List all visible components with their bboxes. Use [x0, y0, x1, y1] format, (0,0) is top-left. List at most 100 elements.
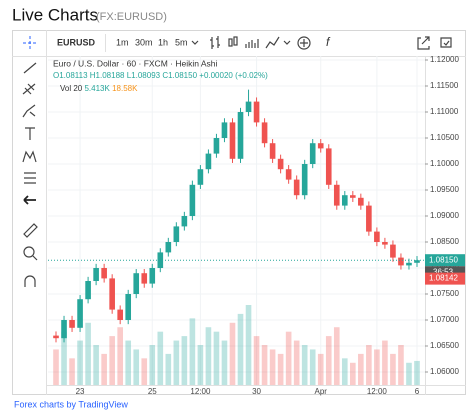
zoom-tool[interactable] [23, 246, 35, 258]
interval[interactable]: 5m [175, 37, 188, 47]
volume-bar [125, 340, 132, 385]
plot-area [48, 56, 425, 385]
candle-body [358, 197, 364, 206]
interval[interactable]: 1h [158, 37, 168, 47]
interval[interactable]: 1m [116, 37, 129, 47]
hollow-icon[interactable] [245, 39, 259, 48]
volume-bar [366, 345, 372, 385]
crosshair-tool[interactable] [23, 36, 37, 50]
candle-body [157, 252, 164, 269]
brush-tool[interactable] [22, 104, 36, 118]
volume-bar [382, 340, 388, 385]
candle-body [165, 242, 172, 253]
pattern-tool[interactable] [22, 150, 37, 163]
ohlc-high: H1.08188 [90, 71, 125, 80]
candle-body [414, 260, 420, 263]
volume-bar [205, 327, 212, 385]
candle-body [149, 268, 156, 284]
zoom-handle [32, 255, 38, 261]
fib-tool[interactable] [22, 83, 36, 95]
ohlc-legend: O1.08113 H1.08188 L1.08093 C1.08150 +0.0… [53, 71, 268, 80]
ruler-tool[interactable] [23, 223, 38, 238]
candle-body [221, 122, 228, 139]
candle-body [133, 273, 140, 295]
volume-name: Vol 20 [60, 84, 83, 93]
magnet-tool[interactable] [24, 275, 36, 287]
volume-bar [133, 349, 140, 385]
candles-icon [233, 36, 238, 46]
volume-bar [414, 360, 420, 385]
candle-body [390, 244, 396, 258]
volume-ma: 18.58K [112, 84, 138, 93]
volume-bar [341, 358, 348, 385]
symbol-button[interactable]: EURUSD [57, 37, 96, 47]
interval-dropdown[interactable] [191, 40, 199, 45]
candle-body [245, 101, 252, 113]
candle-body [350, 195, 356, 198]
volume-bar [117, 327, 123, 385]
bars-icon[interactable] [210, 36, 220, 49]
volume-bar [358, 353, 364, 385]
candle-body [301, 164, 308, 196]
y-tick-label: 1.09000 [430, 211, 459, 220]
style-dropdown[interactable] [283, 40, 291, 45]
page-title: Live Charts [12, 5, 98, 24]
y-tick-label: 1.07000 [430, 315, 459, 324]
candle-body [61, 320, 67, 339]
candle-body [77, 299, 83, 328]
interval[interactable]: 30m [135, 37, 153, 47]
volume-bar [390, 353, 396, 385]
x-tick-label: 25 [148, 387, 157, 396]
volume-bar [165, 353, 172, 385]
volume-bar [173, 340, 180, 385]
candle-body [93, 268, 99, 282]
y-tick-label: 1.10000 [430, 159, 459, 168]
back-tool[interactable] [23, 195, 36, 205]
candle-body [285, 169, 292, 180]
volume-bar [406, 362, 412, 385]
indicator-icon[interactable] [297, 36, 311, 50]
volume-bar [398, 345, 404, 385]
volume-bar [93, 345, 99, 385]
volume-bar [277, 353, 284, 385]
line-icon[interactable] [265, 36, 280, 49]
candle-body [173, 226, 180, 243]
ohlc-open: O1.08113 [53, 71, 88, 80]
volume-bar [269, 349, 276, 385]
snapshot-icon[interactable] [440, 37, 452, 48]
candle-body [53, 335, 59, 339]
fx-icon[interactable]: f [326, 35, 331, 49]
x-tick-label: Apr [315, 387, 328, 396]
y-tick-label: 1.11000 [430, 107, 459, 116]
volume-bar [374, 349, 380, 385]
candle-body [85, 281, 91, 300]
candle-body [141, 273, 148, 284]
candle-body [374, 231, 380, 243]
volume-bar [141, 358, 148, 385]
prediction-tool[interactable] [24, 172, 36, 184]
candle-body [261, 122, 268, 144]
volume-bar [285, 331, 292, 385]
text-tool[interactable] [25, 127, 35, 140]
volume-bar [61, 331, 67, 385]
y-tick-label: 1.08500 [430, 237, 459, 246]
volume-bar [325, 336, 332, 385]
volume-bar [253, 336, 260, 385]
candle-body [366, 205, 372, 232]
candles-icon[interactable] [228, 38, 233, 47]
candle-body [398, 257, 404, 266]
y-tick-label: 1.10500 [430, 133, 459, 142]
trend-tool[interactable] [23, 62, 37, 74]
candle-body [293, 179, 300, 196]
footer-link[interactable]: Forex charts by TradingView [14, 399, 128, 409]
candle-body [189, 184, 196, 217]
volume-bar [245, 305, 252, 385]
ohlc-close: C1.08150 [162, 71, 197, 80]
popout-icon[interactable] [417, 36, 430, 50]
volume-bar [157, 331, 164, 385]
candle-body [109, 278, 115, 310]
candle-body [125, 294, 132, 321]
candle-body [229, 122, 236, 159]
volume-bar [77, 340, 83, 385]
candle-body [269, 143, 276, 159]
